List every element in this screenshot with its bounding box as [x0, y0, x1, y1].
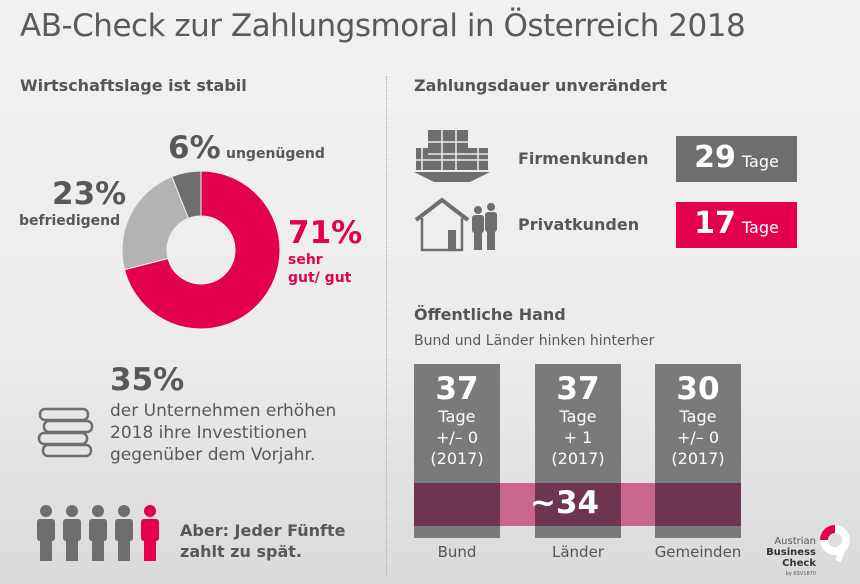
bar-change-ref: (2017) — [430, 449, 484, 468]
person-icon — [115, 505, 133, 561]
bar-change-ref: (2017) — [671, 449, 725, 468]
investment-line: der Unternehmen erhöhen — [110, 401, 337, 421]
donut-slice — [121, 175, 190, 271]
days-value: 17 — [694, 206, 736, 241]
bar-change: +/– 0 — [435, 428, 479, 447]
investment-text: der Unternehmen erhöhen 2018 ihre Invest… — [110, 400, 336, 466]
donut-slice — [171, 170, 202, 220]
bar-value: 37 — [556, 371, 600, 407]
house-family-icon — [414, 197, 497, 252]
logo-text: Check — [782, 558, 816, 569]
late-payer-text: Aber: Jeder Fünfte zahlt zu spät. — [180, 520, 346, 562]
bar-change: +/– 0 — [676, 428, 720, 447]
average-band-gemeinden — [655, 483, 741, 526]
slice-label-ungenuegend: ungenügend — [226, 146, 325, 162]
slice-value-ungenuegend: 6% — [168, 130, 221, 166]
logo-text: by KSV1870 — [785, 571, 816, 577]
person-icon — [63, 505, 81, 561]
economy-heading: Wirtschaftslage ist stabil — [20, 76, 247, 95]
bar-value: 37 — [435, 371, 479, 407]
logo-mark-icon — [820, 525, 850, 563]
category-label: Bund — [437, 543, 477, 561]
public-heading: Öffentliche Hand — [414, 305, 566, 324]
slice-label-befriedigend: befriedigend — [19, 213, 121, 229]
logo: Austrian Business Check by KSV1870 — [760, 536, 816, 580]
bar-change-ref: (2017) — [551, 449, 605, 468]
days-tag-privat: 17 Tage — [676, 202, 797, 248]
donut-slice — [123, 170, 281, 330]
investment-line: gegenüber dem Vorjahr. — [110, 445, 316, 465]
investment-line: 2018 ihre Investitionen — [110, 423, 307, 443]
person-icon — [37, 505, 55, 561]
average-band-laender — [535, 483, 621, 526]
bar-unit: Tage — [438, 407, 476, 426]
late-line: zahlt zu spät. — [180, 542, 302, 561]
slice-label-gut: sehr gut/ gut — [288, 252, 352, 286]
customer-label-privat: Privatkunden — [518, 215, 640, 234]
page-title: AB-Check zur Zahlungsmoral in Österreich… — [20, 8, 746, 44]
category-label: Länder — [552, 543, 604, 561]
average-band-bund — [414, 483, 500, 526]
bar-unit: Tage — [679, 407, 717, 426]
divider — [386, 76, 387, 576]
days-unit: Tage — [741, 218, 779, 237]
payment-heading: Zahlungsdauer unverändert — [414, 76, 667, 95]
public-subheading: Bund und Länder hinken hinterher — [414, 333, 655, 349]
logo-text: Business — [766, 547, 816, 558]
late-line: Aber: Jeder Fünfte — [180, 521, 346, 540]
bar-change: + 1 — [563, 428, 593, 447]
bar-value: 30 — [676, 371, 720, 407]
customer-label-firmen: Firmenkunden — [518, 149, 649, 168]
category-label: Gemeinden — [654, 543, 742, 561]
coins-icon — [37, 407, 94, 458]
slice-value-gut: 71% — [288, 215, 363, 251]
days-value: 29 — [694, 140, 736, 175]
investment-value: 35% — [110, 362, 185, 398]
slice-value-befriedigend: 23% — [52, 176, 127, 212]
people-icons — [37, 505, 159, 561]
logo-text: Austrian — [774, 536, 816, 547]
days-unit: Tage — [741, 152, 779, 171]
person-icon — [89, 505, 107, 561]
average-label: ~34 — [530, 485, 600, 521]
person-icon — [141, 505, 159, 561]
donut-chart — [121, 170, 281, 330]
office-building-icon — [414, 130, 490, 182]
days-tag-firmen: 29 Tage — [676, 136, 797, 182]
bar-unit: Tage — [559, 407, 597, 426]
